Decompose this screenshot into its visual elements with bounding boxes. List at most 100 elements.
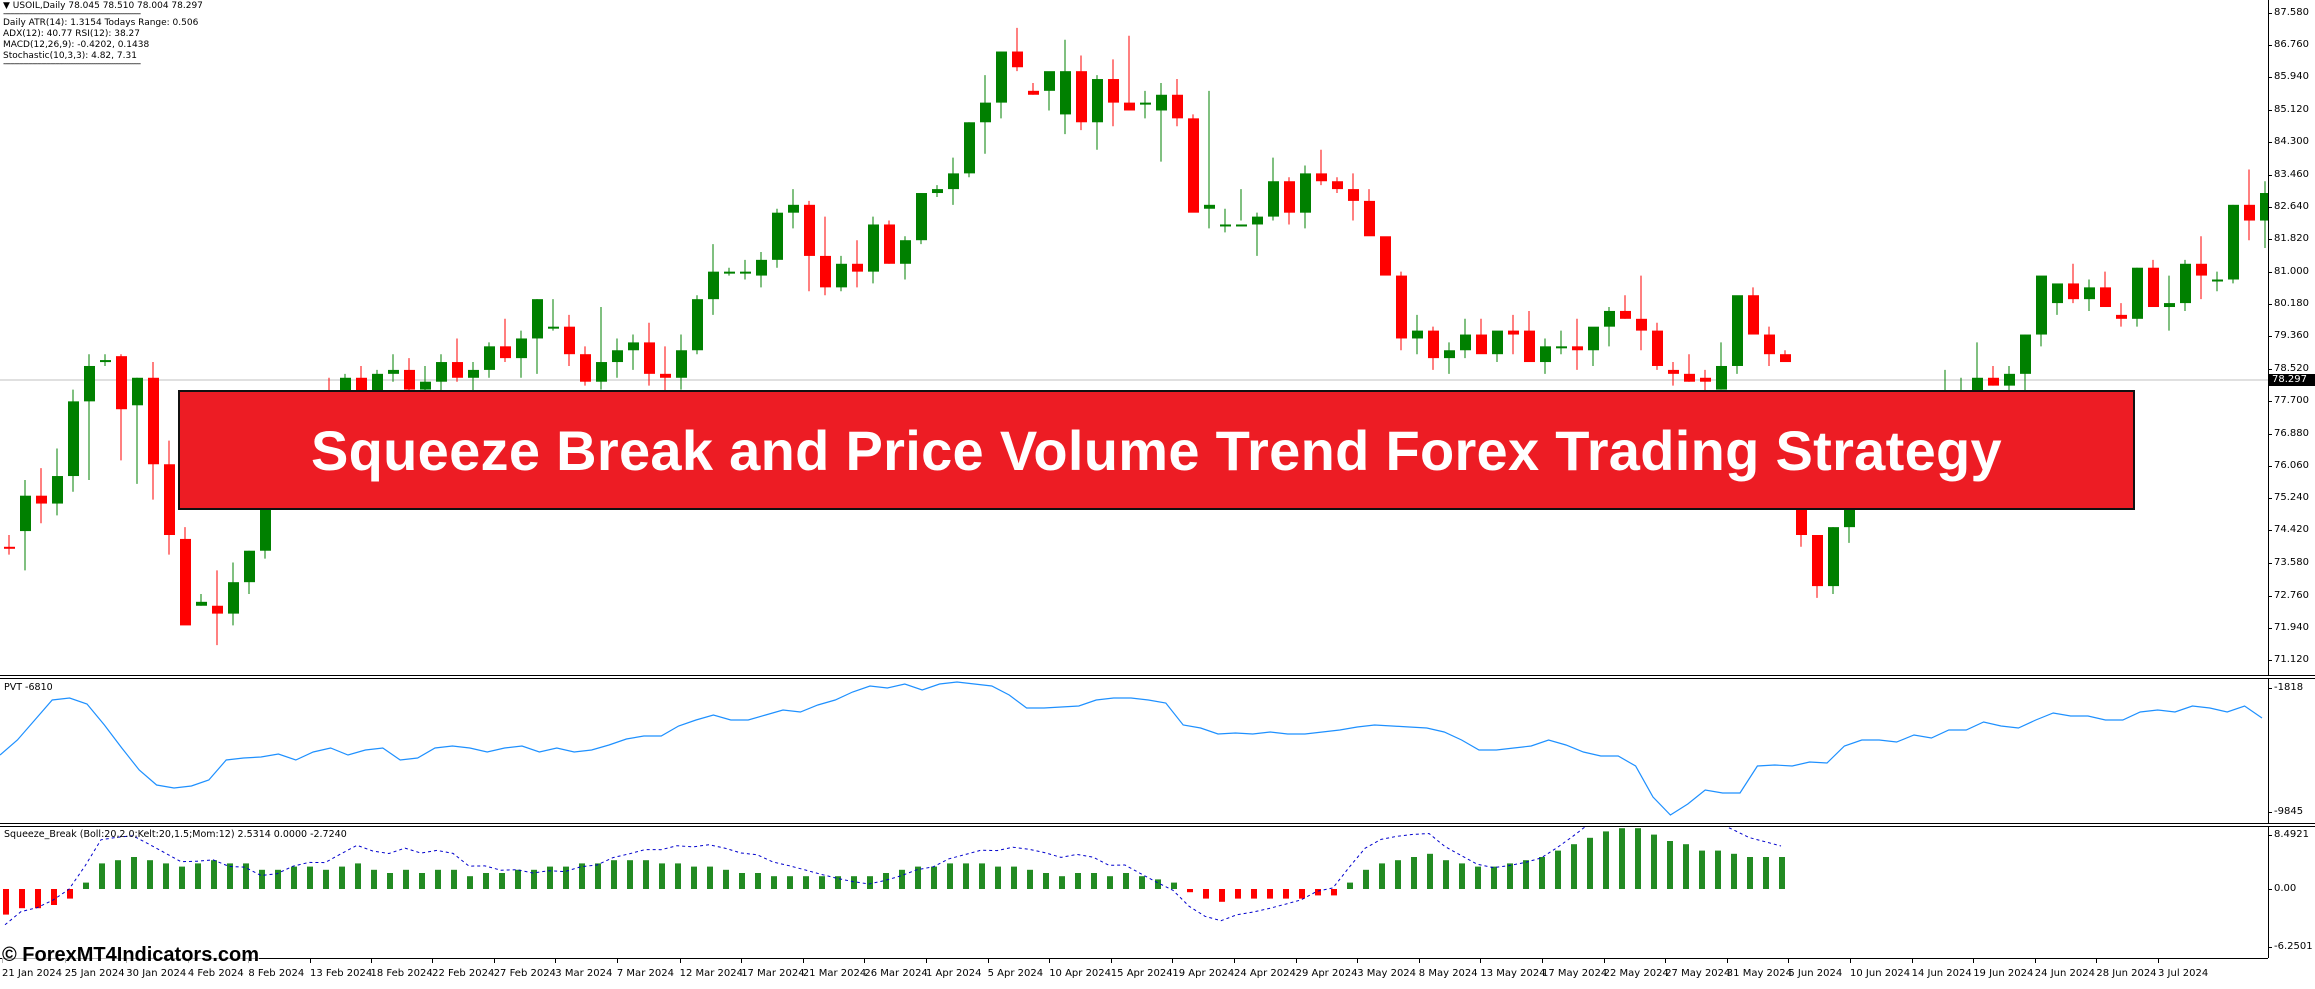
candle	[564, 314, 575, 366]
candle	[612, 338, 623, 378]
price-tick: 76.060	[2268, 460, 2309, 472]
collapse-triangle-icon[interactable]: ▼	[3, 1, 13, 11]
date-label: 3 Mar 2024	[555, 959, 613, 979]
candle	[964, 122, 975, 178]
price-tick: 84.300	[2268, 136, 2309, 148]
date-label: 8 Feb 2024	[248, 959, 305, 979]
time-axis[interactable]: 21 Jan 2024 25 Jan 2024 30 Jan 2024 4 Feb 2…	[0, 958, 2268, 989]
candle	[1252, 212, 1263, 256]
candle	[1716, 342, 1727, 390]
date-label: 26 Mar 2024	[864, 959, 928, 979]
candle	[1012, 27, 1023, 72]
candle	[196, 593, 207, 606]
candle	[1092, 75, 1103, 150]
chart-info-block: ▼ USOIL,Daily 78.045 78.510 78.004 78.29…	[3, 1, 203, 68]
candle	[724, 267, 735, 276]
candle	[996, 51, 1007, 119]
candle	[1412, 314, 1423, 355]
candle	[2196, 236, 2207, 300]
candle	[1524, 310, 1535, 363]
panel-separator[interactable]	[0, 675, 2315, 679]
squeeze-title: Squeeze_Break (Boll:20,2.0;Kelt:20,1.5;M…	[4, 829, 347, 840]
price-tick: 75.240	[2268, 492, 2309, 504]
candle	[596, 307, 607, 390]
indicator-line-adx-rsi: ADX(12): 40.77 RSI(12): 38.27	[3, 29, 140, 39]
candle	[452, 338, 463, 382]
date-label: 22 May 2024	[1603, 959, 1669, 979]
price-tick: 82.640	[2268, 201, 2309, 213]
candle	[1668, 362, 1679, 386]
panel-separator[interactable]	[0, 823, 2315, 827]
candle	[1284, 177, 1295, 225]
candlestick-chart[interactable]	[0, 0, 2268, 675]
candle	[804, 200, 815, 292]
candle	[740, 259, 751, 280]
date-label: 30 Jan 2024	[126, 959, 187, 979]
candle	[1188, 114, 1199, 213]
date-label: 17 Mar 2024	[741, 959, 805, 979]
date-label: 14 Jun 2024	[1911, 959, 1972, 979]
candle	[772, 208, 783, 268]
candle	[2020, 334, 2031, 394]
date-label: 21 Jan 2024	[2, 959, 62, 979]
candle	[2148, 259, 2159, 308]
candle	[484, 342, 495, 378]
candle	[1588, 326, 1599, 366]
candle	[900, 236, 911, 280]
pvt-axis[interactable]: -1818 -9845	[2267, 679, 2315, 823]
main-chart-panel[interactable]: ▼ USOIL,Daily 78.045 78.510 78.004 78.29…	[0, 0, 2268, 675]
date-label: 17 May 2024	[1542, 959, 1608, 979]
price-tick: 76.880	[2268, 428, 2309, 440]
candle	[788, 189, 799, 229]
date-label: 27 Feb 2024	[493, 959, 556, 979]
candle	[1300, 165, 1311, 229]
price-tick: 78.520	[2268, 363, 2309, 375]
candle	[36, 468, 47, 524]
candle	[148, 362, 159, 500]
candle	[2212, 271, 2223, 292]
candle	[1268, 157, 1279, 221]
price-axis[interactable]: 87.580 86.760 85.940 85.120 84.300 83.460 82.6…	[2268, 0, 2315, 675]
candle	[468, 362, 479, 394]
candle	[244, 550, 255, 594]
price-tick: 85.120	[2268, 104, 2309, 116]
candle	[2244, 169, 2255, 241]
date-label: 10 Apr 2024	[1049, 959, 1112, 979]
candle	[2260, 181, 2268, 249]
pvt-panel[interactable]: PVT -6810	[0, 679, 2268, 823]
dash-divider: ----------------------------------------…	[3, 12, 141, 18]
candle	[436, 354, 447, 394]
candle	[2084, 279, 2095, 311]
candle	[2068, 263, 2079, 304]
candle	[68, 389, 79, 492]
date-label: 7 Mar 2024	[616, 959, 674, 979]
candle	[708, 244, 719, 315]
candle	[1396, 271, 1407, 351]
price-tick: 71.940	[2268, 622, 2309, 634]
candle	[644, 322, 655, 386]
squeeze-tick-bottom: -6.2501	[2268, 941, 2313, 953]
squeeze-axis[interactable]: 8.4921 0.00 -6.2501	[2267, 827, 2315, 958]
candle	[132, 377, 143, 484]
candle	[932, 185, 943, 197]
candle	[1140, 90, 1151, 119]
candle	[1172, 79, 1183, 127]
candle	[1700, 369, 1711, 394]
candle	[1364, 189, 1375, 237]
candle	[1236, 189, 1247, 227]
candle	[52, 448, 63, 516]
date-label: 10 Jun 2024	[1850, 959, 1911, 979]
candle	[692, 295, 703, 355]
date-label: 15 Apr 2024	[1110, 959, 1173, 979]
squeeze-panel[interactable]: Squeeze_Break (Boll:20,2.0;Kelt:20,1.5;M…	[0, 827, 2268, 958]
candle	[1764, 326, 1775, 366]
price-tick: 71.120	[2268, 654, 2309, 666]
pvt-title: PVT -6810	[4, 682, 53, 693]
candle	[1332, 177, 1343, 194]
candle	[1204, 90, 1215, 229]
candle	[1444, 342, 1455, 374]
candle	[2004, 365, 2015, 394]
candle	[2228, 204, 2239, 284]
candle	[1604, 307, 1615, 347]
price-tick: 81.820	[2268, 233, 2309, 245]
